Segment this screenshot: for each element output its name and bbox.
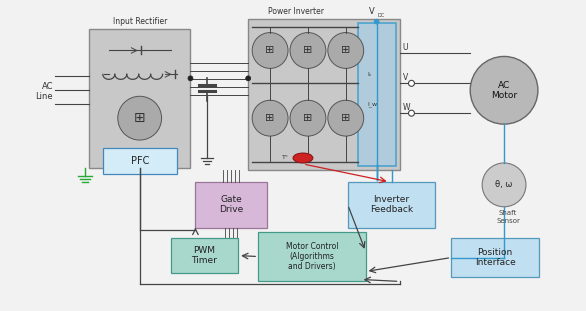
Text: V: V: [369, 7, 374, 16]
Text: Shaft: Shaft: [499, 210, 517, 216]
Text: AC: AC: [42, 82, 53, 91]
Text: ⊞: ⊞: [265, 45, 275, 55]
Text: ⊞: ⊞: [303, 45, 312, 55]
Text: Gate
Drive: Gate Drive: [219, 195, 243, 215]
Circle shape: [252, 33, 288, 68]
Text: Position
Interface: Position Interface: [475, 248, 516, 267]
Text: AC
Motor: AC Motor: [491, 81, 517, 100]
Circle shape: [188, 76, 193, 81]
Text: Input Rectifier: Input Rectifier: [113, 16, 167, 26]
Ellipse shape: [293, 153, 313, 163]
Circle shape: [482, 163, 526, 207]
Text: Power Inverter: Power Inverter: [268, 7, 324, 16]
FancyBboxPatch shape: [347, 182, 435, 228]
Text: ⊞: ⊞: [303, 113, 312, 123]
FancyBboxPatch shape: [248, 19, 400, 170]
Text: Sensor: Sensor: [496, 218, 520, 224]
Text: U: U: [403, 43, 408, 52]
Circle shape: [328, 33, 364, 68]
Text: ⊞: ⊞: [265, 113, 275, 123]
Text: T°: T°: [282, 156, 289, 160]
Circle shape: [408, 110, 414, 116]
FancyBboxPatch shape: [89, 29, 190, 168]
Text: Inverter
Feedback: Inverter Feedback: [370, 195, 413, 215]
Circle shape: [252, 100, 288, 136]
Text: θ, ω: θ, ω: [495, 180, 513, 189]
Text: Iᵥ: Iᵥ: [367, 72, 372, 77]
FancyBboxPatch shape: [258, 232, 366, 281]
Text: PFC: PFC: [131, 156, 149, 166]
Circle shape: [290, 33, 326, 68]
Text: ⊞: ⊞: [134, 111, 145, 125]
FancyBboxPatch shape: [171, 238, 239, 273]
Circle shape: [290, 100, 326, 136]
FancyBboxPatch shape: [357, 23, 396, 166]
FancyBboxPatch shape: [103, 148, 176, 174]
Circle shape: [374, 19, 379, 24]
Text: Motor Control
(Algorithms
and Drivers): Motor Control (Algorithms and Drivers): [285, 242, 338, 272]
FancyBboxPatch shape: [196, 182, 267, 228]
Circle shape: [408, 80, 414, 86]
Text: V: V: [403, 73, 408, 82]
Text: W: W: [403, 103, 410, 112]
Circle shape: [470, 56, 538, 124]
FancyBboxPatch shape: [451, 238, 539, 277]
Text: ⊞: ⊞: [341, 45, 350, 55]
Text: I_w: I_w: [367, 101, 378, 107]
Circle shape: [328, 100, 364, 136]
Text: DC: DC: [377, 13, 385, 18]
Text: PWM
Timer: PWM Timer: [192, 246, 217, 265]
Circle shape: [118, 96, 162, 140]
Text: Line: Line: [35, 92, 53, 101]
Circle shape: [246, 76, 251, 81]
Text: ⊞: ⊞: [341, 113, 350, 123]
